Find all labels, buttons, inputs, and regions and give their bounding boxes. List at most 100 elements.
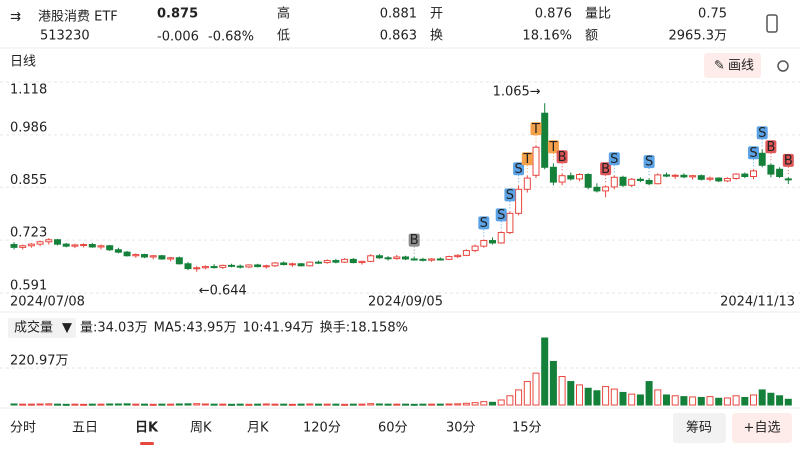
candle-body — [228, 264, 235, 267]
period-tab[interactable]: 120分 — [303, 421, 341, 436]
high-label: 1.065→ — [493, 85, 541, 100]
device-icon[interactable] — [761, 10, 787, 38]
stock-name: 港股消费 ETF — [38, 10, 118, 25]
volume-bar — [297, 403, 305, 406]
candle-body — [706, 177, 714, 180]
period-tab[interactable]: 15分 — [512, 421, 542, 436]
period-tab[interactable]: 月K — [247, 421, 269, 436]
signal-badge — [495, 208, 507, 222]
change: -0.006 — [157, 30, 199, 45]
period-tab[interactable]: 五日 — [72, 421, 98, 436]
volume-bar — [654, 389, 662, 406]
volume-bar — [697, 396, 705, 406]
candle-body — [462, 250, 470, 256]
volume-bar — [645, 381, 653, 406]
candle-body — [323, 260, 331, 264]
volume-bar — [254, 403, 262, 406]
candle-body — [697, 175, 705, 180]
candle-body — [36, 241, 44, 245]
candle-body — [454, 254, 462, 258]
candle-body — [645, 179, 653, 185]
candle-body — [123, 251, 131, 257]
stat-value: 0.75 — [698, 7, 727, 22]
volume-bar — [619, 391, 627, 406]
volume-bar — [497, 399, 505, 406]
candle-body — [628, 178, 636, 186]
watchlist-button[interactable] — [732, 413, 792, 443]
candle-body — [750, 170, 757, 177]
volume-bar — [367, 403, 375, 406]
candle-body — [689, 175, 697, 178]
signal-label: B — [410, 233, 419, 248]
draw-button-label: 画线 — [728, 59, 754, 74]
volume-bar — [132, 403, 140, 406]
signal-badge — [513, 162, 525, 176]
candle-body — [167, 257, 175, 260]
volume-bar — [27, 403, 35, 406]
candle-body — [175, 257, 183, 265]
chips-button[interactable] — [673, 413, 726, 443]
volume-bar — [106, 403, 114, 406]
indicator-label: 成交量 — [14, 320, 53, 336]
y-tick-label: 220.97万 — [10, 353, 69, 368]
period-tab[interactable]: 30分 — [446, 421, 476, 436]
stat-value: 0.881 — [380, 7, 417, 22]
candle-body — [428, 258, 436, 261]
candle-body — [402, 256, 409, 260]
candle-body — [271, 262, 279, 267]
volume-bar — [549, 360, 557, 406]
period-tab[interactable]: 分时 — [10, 421, 36, 436]
volume-bar — [210, 403, 218, 406]
candle-body — [558, 175, 566, 183]
candle-body — [584, 173, 592, 188]
signal-label: S — [497, 208, 505, 223]
period-tab[interactable]: 日K — [135, 421, 159, 436]
signal-badge — [748, 146, 759, 160]
volume-bar — [593, 390, 601, 406]
volume-bar — [384, 403, 392, 406]
period-tab[interactable]: 60分 — [378, 421, 408, 436]
candle-body — [532, 146, 540, 176]
volume-bar — [454, 403, 462, 406]
signal-label: B — [766, 140, 775, 155]
volume-bar — [462, 402, 470, 406]
candle-body — [262, 265, 270, 268]
volume-bar — [97, 403, 105, 406]
candle-body — [523, 177, 531, 190]
stat-label: 低 — [277, 29, 290, 44]
volume-bar — [114, 403, 122, 406]
period-tab[interactable]: 周K — [190, 421, 212, 436]
stat-label: 量比 — [585, 7, 611, 22]
volume-bar — [776, 395, 784, 406]
volume-bar — [201, 403, 209, 406]
volume-bar — [271, 403, 279, 406]
candle-body — [201, 266, 209, 269]
settings-icon[interactable] — [777, 60, 789, 72]
x-tick-label: 2024/11/13 — [720, 295, 795, 310]
volume-bar — [158, 403, 166, 406]
stat-value: 0.863 — [380, 29, 417, 44]
volume-bar — [175, 403, 183, 406]
indicator-select[interactable] — [8, 318, 76, 338]
signal-badge — [782, 153, 794, 167]
candle-body — [306, 261, 314, 267]
volume-chart: 量:34.03万 MA5:43.95万 10:41.94万 换手:18.158% 220… — [0, 321, 800, 406]
menu-icon[interactable]: ⇉ — [10, 10, 21, 25]
candle-body — [375, 255, 383, 259]
candle-body — [610, 176, 618, 188]
candle-body — [576, 173, 583, 180]
volume-bar — [610, 388, 618, 406]
candle-body — [593, 186, 601, 192]
volume-bar — [767, 392, 775, 406]
volume-bar — [10, 403, 18, 406]
draw-button[interactable] — [704, 53, 761, 78]
candle-body — [280, 262, 288, 266]
dropdown-arrow: ▼ — [62, 321, 72, 336]
volume-bar — [288, 403, 296, 406]
stat-label: 额 — [585, 29, 598, 44]
candle-body — [636, 178, 644, 181]
candle-body — [732, 173, 740, 179]
volume-bar — [262, 403, 270, 406]
volume-bar — [219, 403, 227, 406]
candle-body — [723, 177, 731, 182]
